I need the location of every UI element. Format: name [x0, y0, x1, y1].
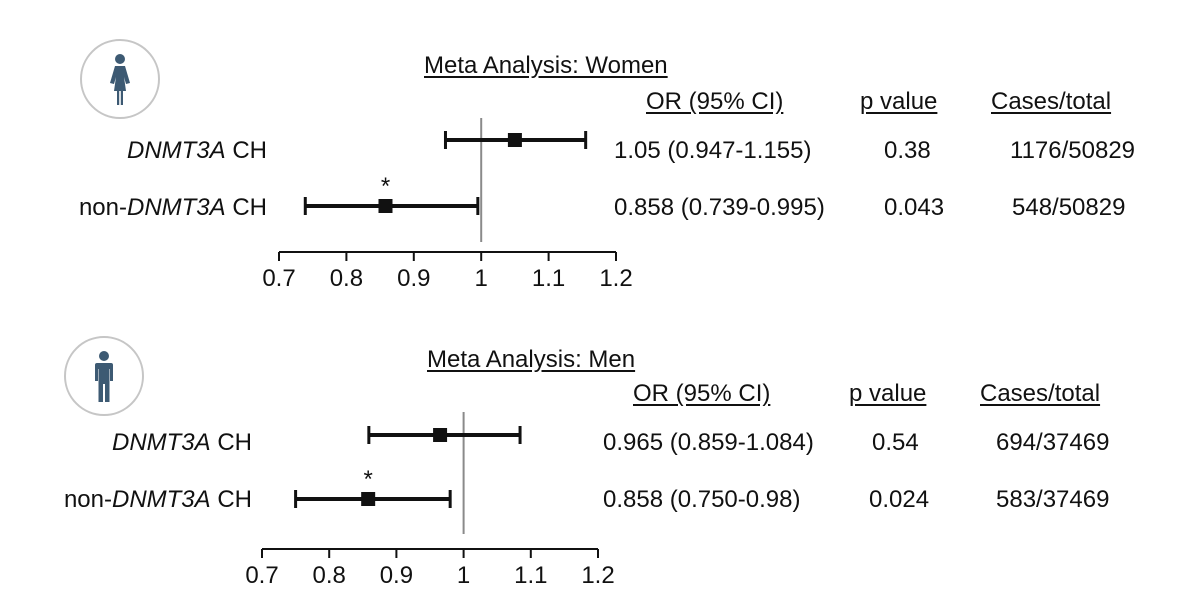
- p-value: 0.38: [884, 137, 931, 164]
- row-label-dnmt3a: DNMT3A CH: [111, 429, 252, 456]
- x-tick-label: 0.9: [397, 265, 430, 292]
- x-tick-label: 0.8: [313, 562, 346, 589]
- women-icon-badge: [80, 39, 160, 119]
- x-tick-label: 1.2: [599, 265, 632, 292]
- column-header-p: p value: [849, 380, 927, 407]
- point-estimate: [378, 199, 393, 213]
- cases-total: 548/50829: [1012, 194, 1126, 221]
- point-estimate: [507, 133, 522, 147]
- x-tick-label: 1.1: [532, 265, 565, 292]
- p-value: 0.54: [872, 429, 919, 456]
- cases-total: 583/37469: [996, 486, 1110, 513]
- point-estimate: [433, 428, 448, 442]
- forest-plot-women: 0.7 0.8 0.9 1 1.1 1.2 *: [262, 118, 633, 292]
- men-icon-badge: [64, 336, 144, 416]
- p-value: 0.043: [884, 194, 945, 221]
- column-header-p: p value: [860, 88, 938, 115]
- significance-marker: *: [364, 466, 373, 493]
- cases-total: 1176/50829: [1010, 137, 1136, 164]
- x-tick-label: 0.8: [330, 265, 363, 292]
- or-ci-value: 1.05 (0.947-1.155): [614, 137, 812, 164]
- row-label-non-dnmt3a: non-DNMT3A CH: [63, 486, 252, 513]
- or-ci-value: 0.965 (0.859-1.084): [603, 429, 814, 456]
- column-header-cases: Cases/total: [991, 88, 1112, 115]
- panel-title: Meta Analysis: Women: [424, 52, 668, 79]
- point-estimate: [361, 492, 376, 506]
- or-ci-value: 0.858 (0.750-0.98): [603, 486, 801, 513]
- x-tick-label: 1.2: [581, 562, 614, 589]
- forest-panel-men: Meta Analysis: Men OR (95% CI) p value C…: [0, 292, 1200, 592]
- column-header-or: OR (95% CI): [646, 88, 784, 115]
- row-label-non-dnmt3a: non-DNMT3A CH: [78, 194, 267, 221]
- column-header-or: OR (95% CI): [633, 380, 771, 407]
- cases-total: 694/37469: [996, 429, 1110, 456]
- x-tick-label: 0.9: [380, 562, 413, 589]
- or-ci-value: 0.858 (0.739-0.995): [614, 194, 825, 221]
- x-tick-label: 1: [475, 265, 488, 292]
- x-tick-label: 1.1: [514, 562, 547, 589]
- p-value: 0.024: [869, 486, 930, 513]
- panel-title: Meta Analysis: Men: [427, 346, 636, 373]
- x-tick-label: 0.7: [245, 562, 278, 589]
- forest-plot-men: 0.7 0.8 0.9 1 1.1 1.2 *: [245, 412, 615, 589]
- x-tick-label: 1: [457, 562, 470, 589]
- male-person-icon: [95, 351, 113, 402]
- row-label-dnmt3a: DNMT3A CH: [126, 137, 267, 164]
- column-header-cases: Cases/total: [980, 380, 1101, 407]
- female-person-icon: [110, 54, 130, 105]
- significance-marker: *: [381, 173, 390, 200]
- forest-panel-women: Meta Analysis: Women OR (95% CI) p value…: [0, 0, 1200, 300]
- x-tick-label: 0.7: [262, 265, 295, 292]
